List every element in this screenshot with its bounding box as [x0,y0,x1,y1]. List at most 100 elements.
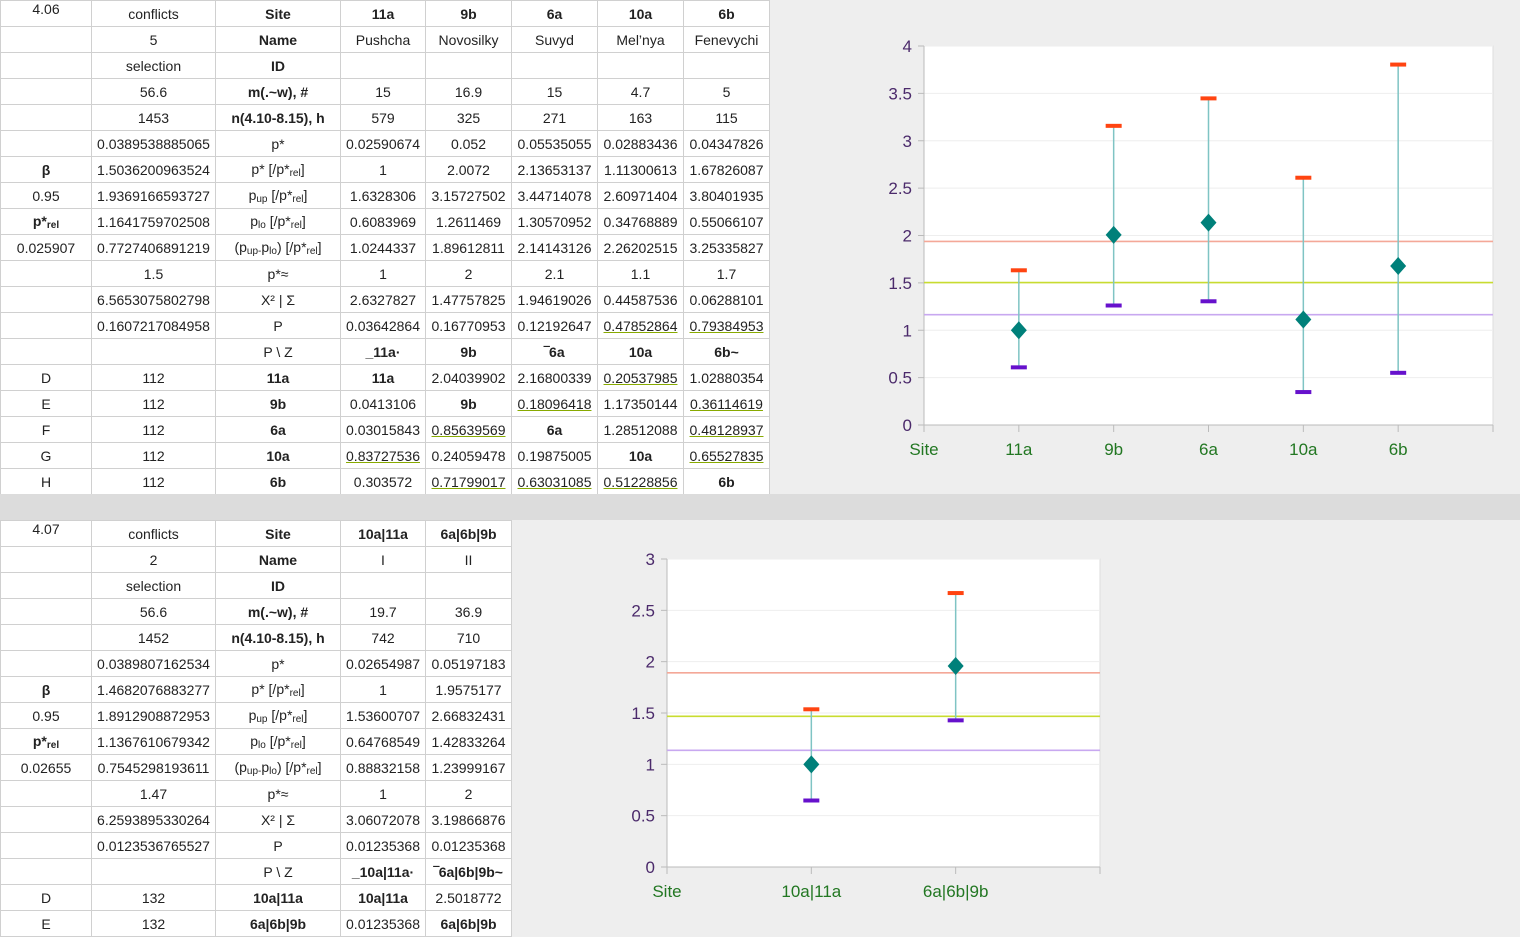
sheet-cell[interactable] [91,858,216,885]
sheet-cell[interactable]: ‾6a [511,338,598,365]
label-cell[interactable]: 10a|11a [215,884,341,911]
sheet-cell[interactable]: 4.7 [597,78,684,105]
sheet-cell[interactable]: 2.1 [511,260,598,287]
row-header-cell[interactable] [0,26,92,53]
sheet-cell[interactable]: 0.0123536765527 [91,832,216,859]
sheet-cell[interactable]: 1 [340,676,426,703]
sheet-cell[interactable]: 1.0244337 [340,234,426,261]
sheet-cell[interactable]: _10a|11a· [340,858,426,885]
row-header-cell[interactable]: F [0,416,92,443]
sheet-cell[interactable]: conflicts [91,0,216,27]
sheet-cell[interactable]: 132 [91,884,216,911]
label-cell[interactable]: X² | Σ [215,286,341,313]
row-header-cell[interactable]: 4.06 [0,0,92,27]
sheet-cell[interactable]: 2.0072 [425,156,512,183]
sheet-cell[interactable]: I [340,546,426,573]
sheet-cell[interactable]: 10a|11a [340,520,426,547]
sheet-cell[interactable]: Suvyd [511,26,598,53]
sheet-cell[interactable]: 6b [683,0,770,27]
sheet-cell[interactable]: 2 [425,260,512,287]
sheet-cell[interactable]: 2.26202515 [597,234,684,261]
sheet-cell[interactable]: 6a [511,0,598,27]
sheet-cell[interactable]: 1.11300613 [597,156,684,183]
sheet-cell[interactable]: 10a [597,338,684,365]
label-cell[interactable]: (pup-plo) [/p*rel] [215,754,341,781]
sheet-cell[interactable]: 0.19875005 [511,442,598,469]
sheet-cell[interactable]: 0.48128937 [683,416,770,443]
sheet-cell[interactable]: 10a|11a [340,884,426,911]
row-header-cell[interactable]: 0.95 [0,182,92,209]
sheet-cell[interactable]: 1.1641759702508 [91,208,216,235]
row-header-cell[interactable] [0,650,92,677]
row-header-cell[interactable] [0,858,92,885]
row-header-cell[interactable] [0,338,92,365]
sheet-cell[interactable]: 2 [91,546,216,573]
row-header-cell[interactable]: β [0,676,92,703]
row-header-cell[interactable] [0,104,92,131]
label-cell[interactable]: Site [215,520,341,547]
label-cell[interactable]: 10a [215,442,341,469]
sheet-cell[interactable]: 0.6083969 [340,208,426,235]
sheet-cell[interactable]: 0.44587536 [597,286,684,313]
sheet-cell[interactable]: 2 [425,780,512,807]
sheet-cell[interactable]: 56.6 [91,78,216,105]
sheet-cell[interactable]: 19.7 [340,598,426,625]
sheet-cell[interactable]: II [425,546,512,573]
sheet-cell[interactable]: 1.28512088 [597,416,684,443]
sheet-cell[interactable]: 1.9369166593727 [91,182,216,209]
sheet-cell[interactable]: 0.303572 [340,468,426,495]
sheet-cell[interactable]: 0.7727406891219 [91,234,216,261]
sheet-cell[interactable]: 0.02883436 [597,130,684,157]
sheet-cell[interactable]: 0.01235368 [340,910,426,937]
row-header-cell[interactable] [0,832,92,859]
sheet-cell[interactable]: 271 [511,104,598,131]
sheet-cell[interactable]: 1.6328306 [340,182,426,209]
sheet-cell[interactable]: 6.2593895330264 [91,806,216,833]
sheet-cell[interactable]: 1.1 [597,260,684,287]
label-cell[interactable]: m(.~w), # [215,78,341,105]
row-header-cell[interactable] [0,624,92,651]
label-cell[interactable]: plo [/p*rel] [215,208,341,235]
sheet-cell[interactable]: 0.85639569 [425,416,512,443]
sheet-cell[interactable]: 163 [597,104,684,131]
sheet-cell[interactable]: 112 [91,416,216,443]
sheet-cell[interactable]: 6a [511,416,598,443]
sheet-cell[interactable]: 3.25335827 [683,234,770,261]
sheet-cell[interactable]: 9b [425,390,512,417]
sheet-cell[interactable]: selection [91,52,216,79]
label-cell[interactable]: p* [215,130,341,157]
label-cell[interactable]: plo [/p*rel] [215,728,341,755]
sheet-cell[interactable]: 0.34768889 [597,208,684,235]
sheet-cell[interactable]: 3.06072078 [340,806,426,833]
sheet-cell[interactable] [425,572,512,599]
label-cell[interactable]: Site [215,0,341,27]
row-header-cell[interactable]: D [0,364,92,391]
sheet-cell[interactable]: 15 [340,78,426,105]
sheet-cell[interactable]: 5 [683,78,770,105]
sheet-cell[interactable] [683,52,770,79]
sheet-cell[interactable]: 2.16800339 [511,364,598,391]
sheet-cell[interactable]: 1.42833264 [425,728,512,755]
sheet-cell[interactable]: 1.17350144 [597,390,684,417]
sheet-cell[interactable]: 16.9 [425,78,512,105]
sheet-cell[interactable]: 742 [340,624,426,651]
sheet-cell[interactable]: 1.47757825 [425,286,512,313]
row-header-cell[interactable] [0,598,92,625]
sheet-cell[interactable]: selection [91,572,216,599]
sheet-cell[interactable]: 5 [91,26,216,53]
sheet-cell[interactable]: 6a|6b|9b [425,520,512,547]
sheet-cell[interactable]: 112 [91,364,216,391]
sheet-cell[interactable]: 6a|6b|9b [425,910,512,937]
sheet-cell[interactable]: 0.04347826 [683,130,770,157]
sheet-cell[interactable]: 1.5036200963524 [91,156,216,183]
sheet-cell[interactable]: 0.51228856 [597,468,684,495]
sheet-cell[interactable]: 0.65527835 [683,442,770,469]
sheet-cell[interactable]: Mel’nya [597,26,684,53]
label-cell[interactable]: n(4.10-8.15), h [215,104,341,131]
label-cell[interactable]: P \ Z [215,858,341,885]
sheet-cell[interactable]: 1 [340,260,426,287]
sheet-cell[interactable]: 1.47 [91,780,216,807]
sheet-cell[interactable]: 112 [91,468,216,495]
row-header-cell[interactable]: 0.025907 [0,234,92,261]
sheet-cell[interactable]: 0.01235368 [425,832,512,859]
